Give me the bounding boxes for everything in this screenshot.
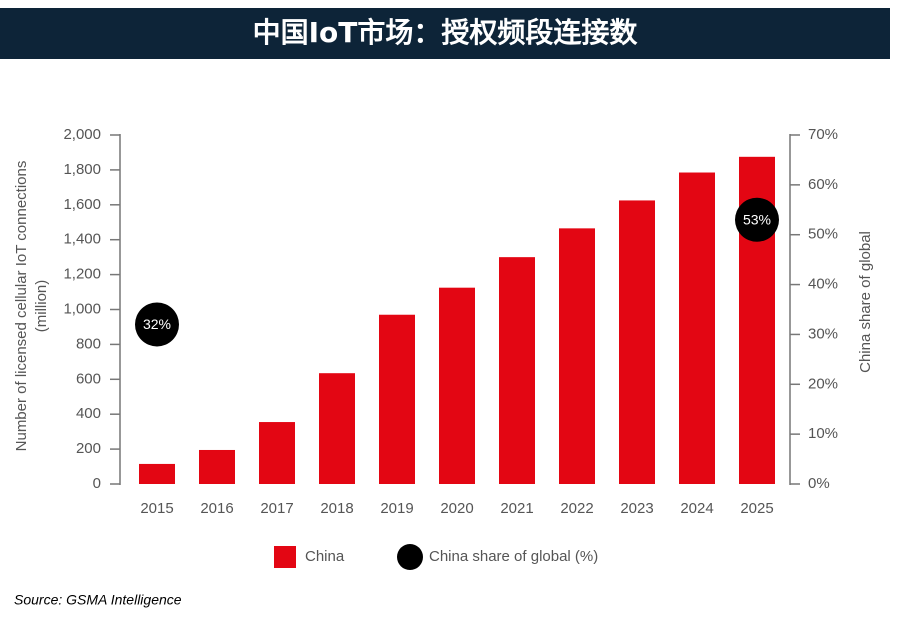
bar xyxy=(439,287,475,484)
y-tick-label: 1,600 xyxy=(63,196,101,213)
bar xyxy=(559,228,595,484)
bar xyxy=(619,200,655,484)
value-label: 53% xyxy=(743,211,771,227)
x-tick-label: 2019 xyxy=(380,500,413,517)
bar xyxy=(499,257,535,484)
chart-title: 中国IoT市场：授权频段连接数 xyxy=(253,16,639,49)
bar xyxy=(319,373,355,484)
y-tick-label: 2,000 xyxy=(63,126,101,143)
y-tick-label: 1,200 xyxy=(63,266,101,283)
y-tick-label: 1,800 xyxy=(63,161,101,178)
y2-tick-label: 70% xyxy=(808,126,838,143)
y2-tick-label: 40% xyxy=(808,276,838,293)
y2-tick-label: 30% xyxy=(808,325,838,342)
legend-label: China share of global (%) xyxy=(429,548,598,565)
x-tick-label: 2020 xyxy=(440,500,473,517)
legend-marker xyxy=(274,546,296,568)
title-banner xyxy=(0,8,890,59)
y2-tick-label: 60% xyxy=(808,176,838,193)
value-label: 32% xyxy=(143,316,171,332)
y2-tick-label: 20% xyxy=(808,375,838,392)
x-tick-label: 2021 xyxy=(500,500,533,517)
x-tick-label: 2024 xyxy=(680,500,713,517)
y-tick-label: 400 xyxy=(76,405,101,422)
bar xyxy=(679,172,715,484)
x-tick-label: 2018 xyxy=(320,500,353,517)
y-tick-label: 1,400 xyxy=(63,231,101,248)
bar xyxy=(199,449,235,484)
bar xyxy=(259,422,295,484)
y-axis-label: Number of licensed cellular IoT connecti… xyxy=(13,161,30,452)
y2-tick-label: 50% xyxy=(808,226,838,243)
y2-axis-label: China share of global xyxy=(857,231,874,373)
legend-label: China xyxy=(305,548,345,565)
y-tick-label: 1,000 xyxy=(63,300,101,317)
x-tick-label: 2015 xyxy=(140,500,173,517)
x-tick-label: 2025 xyxy=(740,500,773,517)
bar xyxy=(139,463,175,484)
y-tick-label: 600 xyxy=(76,370,101,387)
share-marker xyxy=(135,302,179,347)
y-tick-label: 200 xyxy=(76,440,101,457)
x-tick-label: 2016 xyxy=(200,500,233,517)
y2-tick-label: 0% xyxy=(808,475,830,492)
x-tick-label: 2017 xyxy=(260,500,293,517)
y-axis-label: (million) xyxy=(33,280,50,333)
y2-tick-label: 10% xyxy=(808,425,838,442)
source: Source: GSMA Intelligence xyxy=(14,592,182,608)
x-tick-label: 2022 xyxy=(560,500,593,517)
y-tick-label: 0 xyxy=(93,475,101,492)
legend-marker xyxy=(397,544,423,570)
y-tick-label: 800 xyxy=(76,335,101,352)
x-tick-label: 2023 xyxy=(620,500,653,517)
bar xyxy=(379,314,415,484)
share-marker xyxy=(735,197,779,242)
